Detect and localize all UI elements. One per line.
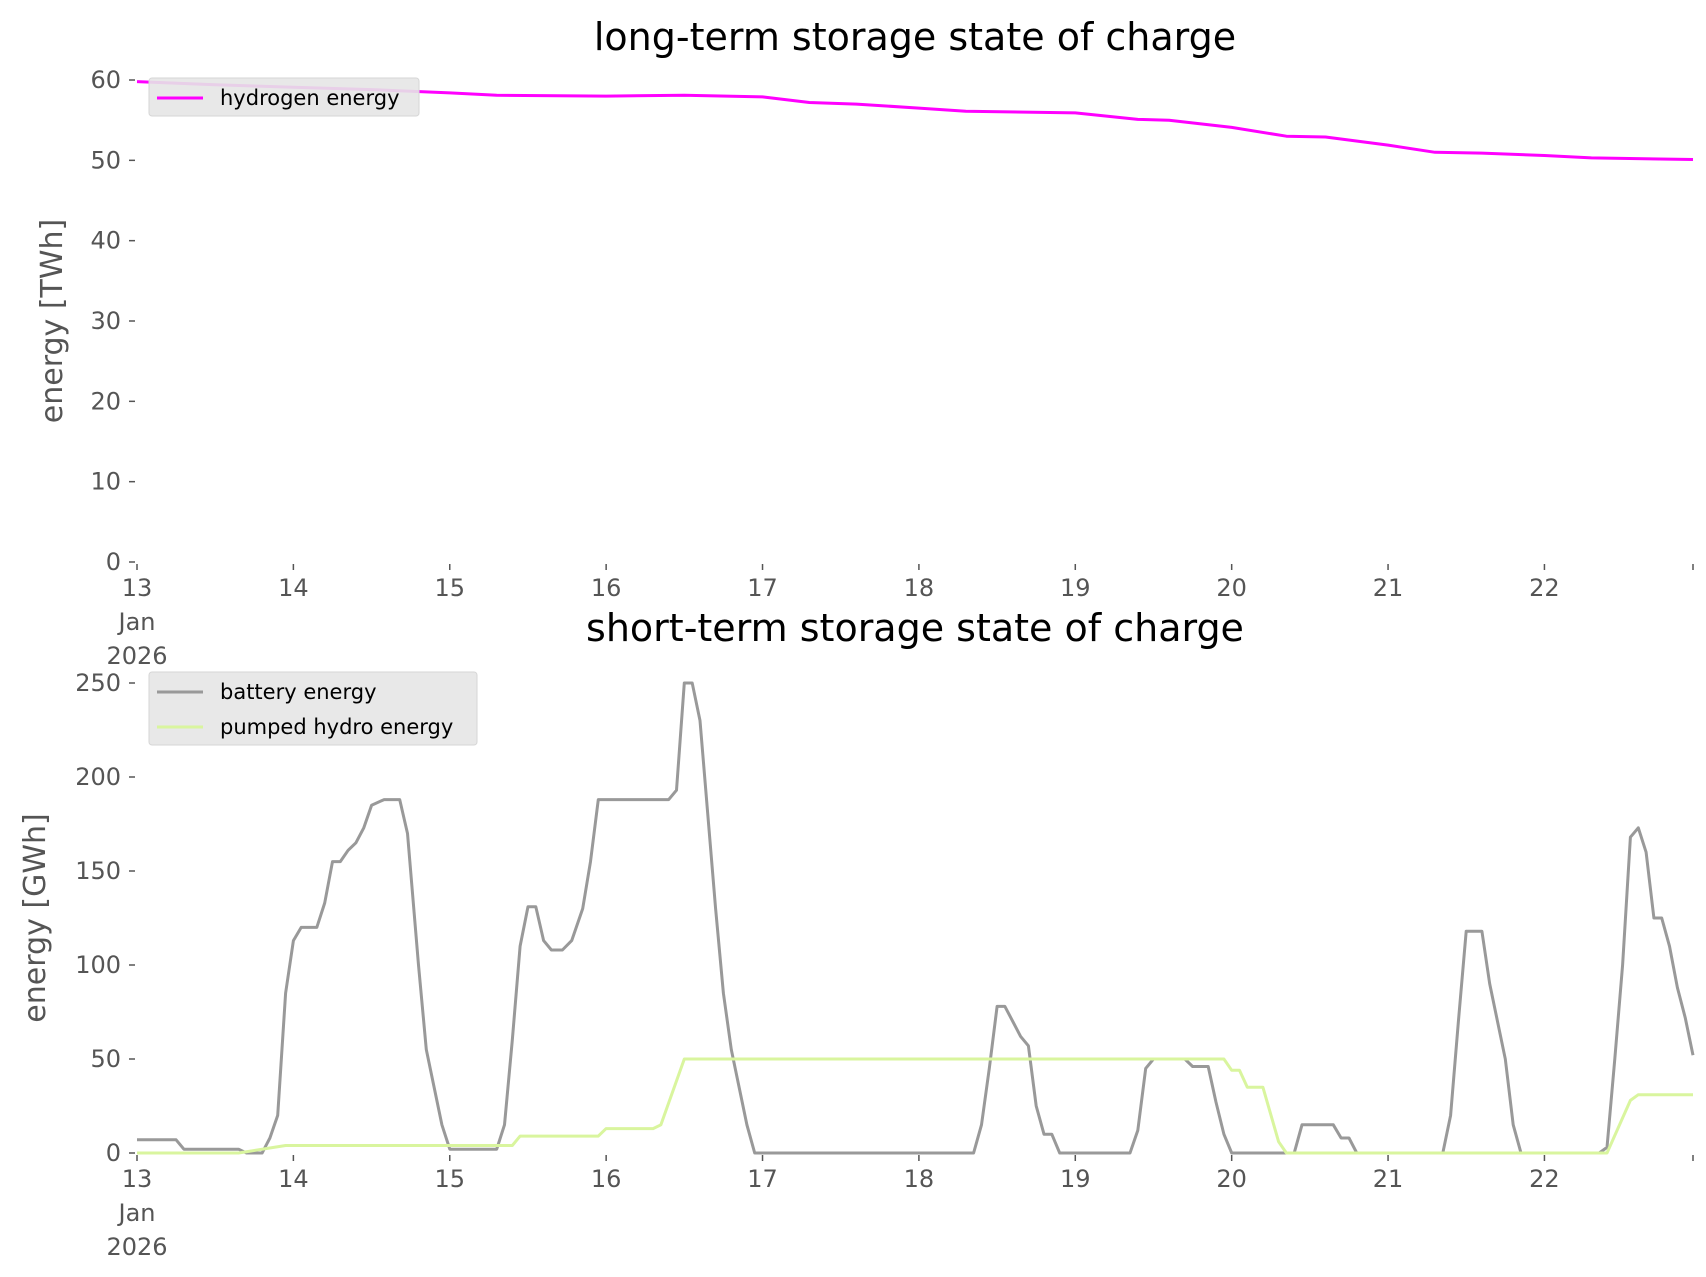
chart-1-y-tick-label: 200 bbox=[75, 763, 121, 791]
short-term-storage-chart: short-term storage state of charge energy… bbox=[18, 606, 1695, 1261]
chart-1-y-tick-label: 100 bbox=[75, 951, 121, 979]
chart-1-x-tick-label-line: 15 bbox=[434, 1165, 465, 1193]
chart-0-x-tick-label: 15 bbox=[434, 574, 465, 602]
chart-1-x-tick-label: 16 bbox=[591, 1165, 622, 1193]
chart-1-series-line-pumped-hydro-energy bbox=[137, 1057, 1693, 1155]
chart-1-series-line-battery-energy bbox=[137, 681, 1695, 1155]
chart-0-series-line-hydrogen-energy bbox=[136, 80, 1694, 161]
chart-0-y-axis-label: energy [TWh] bbox=[35, 219, 70, 423]
chart-0-x-tick-label-line: 13 bbox=[122, 574, 153, 602]
chart-1-x-tick-label: 13 Jan 2026 bbox=[106, 1165, 167, 1261]
chart-0-y-tick-label: 40 bbox=[90, 227, 121, 255]
chart-0-x-tick-label: 19 bbox=[1060, 574, 1091, 602]
chart-0-y-tick-label: 30 bbox=[90, 307, 121, 335]
chart-1-x-tick-label: 21 bbox=[1373, 1165, 1404, 1193]
chart-0-x-tick-label-line: 2026 bbox=[106, 642, 167, 670]
chart-0-x-tick-label-line: 18 bbox=[904, 574, 935, 602]
chart-1-x-tick-label: 18 bbox=[904, 1165, 935, 1193]
chart-1-x-tick-label-line: 19 bbox=[1060, 1165, 1091, 1193]
chart-0-x-tick-label-line: 15 bbox=[434, 574, 465, 602]
chart-0-x-tick-label: 20 bbox=[1216, 574, 1247, 602]
chart-0-x-tick-label: 21 bbox=[1373, 574, 1404, 602]
chart-1-x-tick-label-line: 2026 bbox=[106, 1233, 167, 1261]
chart-0-y-tick-label: 60 bbox=[90, 66, 121, 94]
chart-0-x-tick-label-line: 17 bbox=[747, 574, 778, 602]
chart-1-title: short-term storage state of charge bbox=[586, 606, 1244, 650]
chart-1-y-axis-label: energy [GWh] bbox=[18, 813, 53, 1022]
chart-0-x-tick-label-line: 21 bbox=[1373, 574, 1404, 602]
chart-0-x-tick-label-line: 14 bbox=[278, 574, 309, 602]
chart-1-y-tick-label: 50 bbox=[90, 1045, 121, 1073]
chart-0-x-tick-label: 17 bbox=[747, 574, 778, 602]
chart-1-x-tick-label-line: 22 bbox=[1529, 1165, 1560, 1193]
chart-1-y-tick-label: 250 bbox=[75, 669, 121, 697]
chart-0-legend-box bbox=[148, 77, 420, 117]
long-term-storage-chart: long-term storage state of charge energy … bbox=[35, 15, 1694, 670]
chart-0-x-tick-label-line: Jan bbox=[117, 608, 156, 636]
chart-1-x-tick-label-line: 21 bbox=[1373, 1165, 1404, 1193]
chart-0-x-tick-label: 14 bbox=[278, 574, 309, 602]
chart-0-title: long-term storage state of charge bbox=[594, 15, 1236, 59]
chart-1-x-tick-label: 15 bbox=[434, 1165, 465, 1193]
chart-1-x-tick-label-line: 17 bbox=[747, 1165, 778, 1193]
chart-1-x-tick-label: 17 bbox=[747, 1165, 778, 1193]
chart-1-x-tick-label-line: Jan bbox=[117, 1199, 156, 1227]
chart-1-x-tick-label-line: 14 bbox=[278, 1165, 309, 1193]
chart-1-x-tick-label-line: 20 bbox=[1216, 1165, 1247, 1193]
chart-1-x-tick-label: 20 bbox=[1216, 1165, 1247, 1193]
chart-1-y-tick-label: 0 bbox=[106, 1139, 121, 1167]
chart-1-legend-label: pumped hydro energy bbox=[220, 715, 453, 739]
chart-1-x-tick-label-line: 13 bbox=[122, 1165, 153, 1193]
chart-0-x-tick-label-line: 19 bbox=[1060, 574, 1091, 602]
chart-1-y-tick-label: 150 bbox=[75, 857, 121, 885]
chart-0-x-tick-label: 13 Jan 2026 bbox=[106, 574, 167, 670]
chart-1-x-tick-label-line: 18 bbox=[904, 1165, 935, 1193]
chart-1-legend-box bbox=[148, 671, 478, 746]
chart-0-y-tick-label: 0 bbox=[106, 548, 121, 576]
chart-1-x-tick-label-line: 16 bbox=[591, 1165, 622, 1193]
chart-0-y-tick-label: 50 bbox=[90, 146, 121, 174]
chart-0-x-tick-label: 16 bbox=[591, 574, 622, 602]
chart-0-x-tick-label: 22 bbox=[1529, 574, 1560, 602]
chart-1-x-tick-label: 22 bbox=[1529, 1165, 1560, 1193]
chart-0-y-tick-label: 10 bbox=[90, 468, 121, 496]
chart-0-legend-label: hydrogen energy bbox=[220, 86, 400, 110]
chart-1-legend-label: battery energy bbox=[220, 680, 377, 704]
chart-0-y-tick-label: 20 bbox=[90, 387, 121, 415]
chart-1-x-tick-label: 19 bbox=[1060, 1165, 1091, 1193]
chart-0-x-tick-label-line: 16 bbox=[591, 574, 622, 602]
chart-0-x-tick-label-line: 20 bbox=[1216, 574, 1247, 602]
chart-0-x-tick-label: 18 bbox=[904, 574, 935, 602]
chart-1-x-tick-label: 14 bbox=[278, 1165, 309, 1193]
chart-0-x-tick-label-line: 22 bbox=[1529, 574, 1560, 602]
